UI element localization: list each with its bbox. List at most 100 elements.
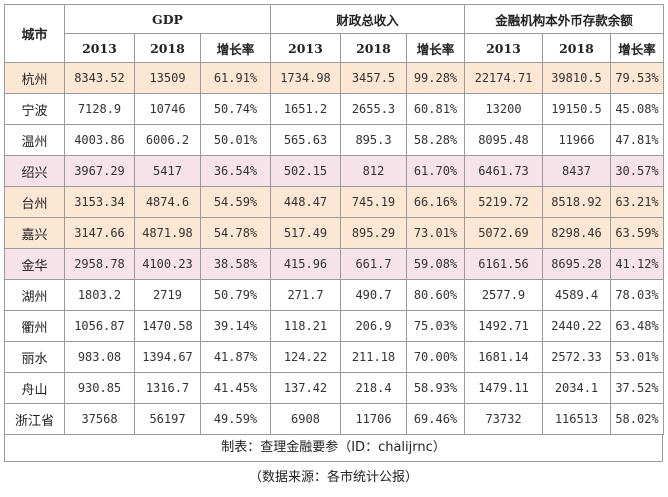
value-cell: 218.4 [340, 372, 407, 404]
value-cell: 22174.71 [464, 62, 543, 94]
table-row: 衢州 1056.87 1470.58 39.14% 118.21 206.9 75.03% 1… [4, 310, 664, 342]
value-cell: 38.58% [200, 248, 271, 280]
value-cell: 5219.72 [464, 186, 543, 218]
value-cell: 661.7 [340, 248, 407, 280]
value-cell: 4003.86 [64, 124, 135, 156]
value-cell: 37.52% [610, 372, 664, 404]
value-cell: 983.08 [64, 341, 135, 373]
value-cell: 4589.4 [542, 279, 611, 311]
value-cell: 6006.2 [134, 124, 201, 156]
subheader-gdp-2018: 2018 [134, 33, 201, 63]
value-cell: 2572.33 [542, 341, 611, 373]
value-cell: 50.79% [200, 279, 271, 311]
economic-data-table: 城市 GDP 财政总收入 金融机构本外币存款余额 2013 2018 增长率 2… [4, 4, 664, 435]
value-cell: 41.45% [200, 372, 271, 404]
value-cell: 63.21% [610, 186, 664, 218]
table-row: 湖州 1803.2 2719 50.79% 271.7 490.7 80.60% 2577.9… [4, 279, 664, 311]
value-cell: 6461.73 [464, 155, 543, 187]
value-cell: 1056.87 [64, 310, 135, 342]
value-cell: 58.93% [406, 372, 465, 404]
value-cell: 4871.98 [134, 217, 201, 249]
value-cell: 19150.5 [542, 93, 611, 125]
fiscal-revenue-group-header: 财政总收入 [270, 4, 465, 34]
table-row: 嘉兴 3147.66 4871.98 54.78% 517.49 895.29 73.01%… [4, 217, 664, 249]
table-row: 温州 4003.86 6006.2 50.01% 565.63 895.3 58.28% 80… [4, 124, 664, 156]
value-cell: 47.81% [610, 124, 664, 156]
value-cell: 63.59% [610, 217, 664, 249]
value-cell: 745.19 [340, 186, 407, 218]
city-column-header: 城市 [4, 4, 65, 63]
value-cell: 8298.46 [542, 217, 611, 249]
value-cell: 8437 [542, 155, 611, 187]
city-cell: 衢州 [4, 310, 65, 342]
value-cell: 8343.52 [64, 62, 135, 94]
city-cell: 宁波 [4, 93, 65, 125]
value-cell: 206.9 [340, 310, 407, 342]
deposit-balance-group-header: 金融机构本外币存款余额 [464, 4, 664, 34]
table-row: 绍兴 3967.29 5417 36.54% 502.15 812 61.70% 6461.7… [4, 155, 664, 187]
value-cell: 2719 [134, 279, 201, 311]
value-cell: 11706 [340, 403, 407, 435]
value-cell: 124.22 [270, 341, 341, 373]
value-cell: 78.03% [610, 279, 664, 311]
value-cell: 8095.48 [464, 124, 543, 156]
value-cell: 50.74% [200, 93, 271, 125]
value-cell: 4100.23 [134, 248, 201, 280]
value-cell: 3147.66 [64, 217, 135, 249]
city-cell: 金华 [4, 248, 65, 280]
value-cell: 812 [340, 155, 407, 187]
value-cell: 118.21 [270, 310, 341, 342]
value-cell: 490.7 [340, 279, 407, 311]
value-cell: 137.42 [270, 372, 341, 404]
value-cell: 45.08% [610, 93, 664, 125]
value-cell: 2655.3 [340, 93, 407, 125]
value-cell: 36.54% [200, 155, 271, 187]
value-cell: 2577.9 [464, 279, 543, 311]
value-cell: 49.59% [200, 403, 271, 435]
value-cell: 60.81% [406, 93, 465, 125]
table-row: 宁波 7128.9 10746 50.74% 1651.2 2655.3 60.81% 132… [4, 93, 664, 125]
value-cell: 54.78% [200, 217, 271, 249]
subheader-gdp-2013: 2013 [64, 33, 135, 63]
value-cell: 895.3 [340, 124, 407, 156]
value-cell: 39810.5 [542, 62, 611, 94]
value-cell: 448.47 [270, 186, 341, 218]
subheader-deposit-2013: 2013 [464, 33, 543, 63]
value-cell: 30.57% [610, 155, 664, 187]
table-row: 浙江省 37568 56197 49.59% 6908 11706 69.46% 73732 1… [4, 403, 664, 435]
value-cell: 66.16% [406, 186, 465, 218]
value-cell: 56197 [134, 403, 201, 435]
table-row: 丽水 983.08 1394.67 41.87% 124.22 211.18 70.00% 1… [4, 341, 664, 373]
value-cell: 70.00% [406, 341, 465, 373]
table-body: 杭州 8343.52 13509 61.91% 1734.98 3457.5 99.28% 2… [4, 62, 664, 435]
table-row: 杭州 8343.52 13509 61.91% 1734.98 3457.5 99.28% 2… [4, 62, 664, 94]
value-cell: 415.96 [270, 248, 341, 280]
data-table-container: 城市 GDP 财政总收入 金融机构本外币存款余额 2013 2018 增长率 2… [4, 4, 664, 490]
value-cell: 895.29 [340, 217, 407, 249]
value-cell: 1394.67 [134, 341, 201, 373]
subheader-fiscal-2018: 2018 [340, 33, 407, 63]
value-cell: 1470.58 [134, 310, 201, 342]
value-cell: 6161.56 [464, 248, 543, 280]
city-cell: 绍兴 [4, 155, 65, 187]
value-cell: 99.28% [406, 62, 465, 94]
value-cell: 211.18 [340, 341, 407, 373]
value-cell: 59.08% [406, 248, 465, 280]
city-cell: 杭州 [4, 62, 65, 94]
data-source-note: （数据来源：各市统计公报） [248, 470, 418, 485]
value-cell: 63.48% [610, 310, 664, 342]
value-cell: 1681.14 [464, 341, 543, 373]
value-cell: 11966 [542, 124, 611, 156]
subheader-fiscal-growth: 增长率 [406, 33, 465, 63]
value-cell: 1316.7 [134, 372, 201, 404]
value-cell: 58.02% [610, 403, 664, 435]
value-cell: 2440.22 [542, 310, 611, 342]
value-cell: 41.87% [200, 341, 271, 373]
subheader-fiscal-2013: 2013 [270, 33, 341, 63]
value-cell: 13200 [464, 93, 543, 125]
value-cell: 1803.2 [64, 279, 135, 311]
value-cell: 61.91% [200, 62, 271, 94]
value-cell: 13509 [134, 62, 201, 94]
value-cell: 39.14% [200, 310, 271, 342]
value-cell: 37568 [64, 403, 135, 435]
